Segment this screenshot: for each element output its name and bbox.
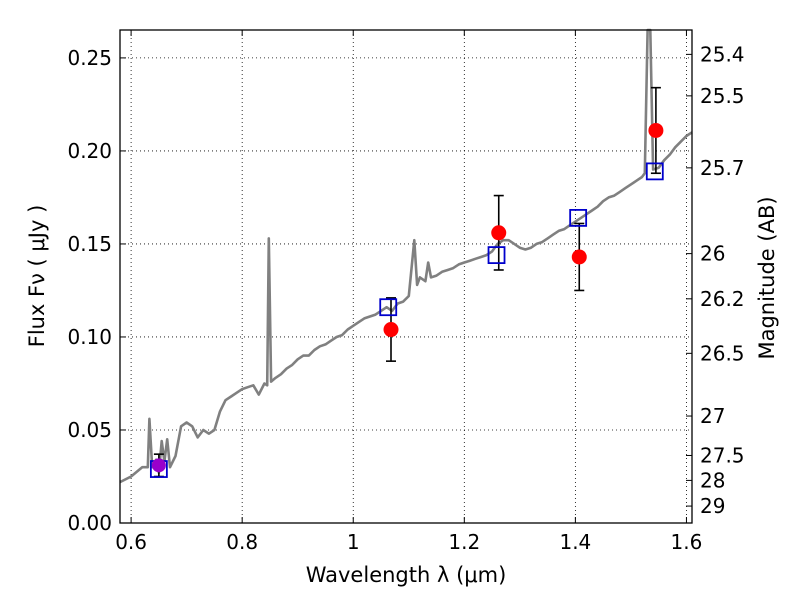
- axis-ticks: 0.6 0.8 1 1.2 1.4 1.6 0.00 0.05 0.10 0.15 0.20 0.25…: [67, 30, 745, 554]
- synthetic-square-marker: [569, 208, 588, 227]
- y-tick-label: 0.20: [67, 139, 112, 163]
- x-axis-label: Wavelength λ (μm): [306, 563, 507, 587]
- right-tick-label: 25.4: [700, 42, 745, 66]
- y-tick-label: 0.15: [67, 232, 112, 256]
- model-spectrum-line: [119, 28, 693, 484]
- observed-point-marker: [491, 225, 507, 241]
- right-tick-label: 25.7: [700, 156, 745, 180]
- y-tick-label: 0.10: [67, 325, 112, 349]
- right-tick-label: 26: [700, 242, 725, 266]
- synthetic-square-marker: [645, 162, 664, 181]
- right-tick-label: 29: [700, 494, 725, 518]
- plot-frame: [119, 29, 693, 524]
- observed-point-marker: [383, 322, 399, 338]
- x-tick-label: 1: [347, 530, 360, 554]
- optical-point-marker: [151, 458, 166, 473]
- y-tick-label: 0.00: [67, 511, 112, 535]
- right-tick-label: 26.5: [700, 341, 745, 365]
- x-tick-label: 0.8: [226, 530, 258, 554]
- observed-point-marker: [571, 249, 587, 265]
- model-spectrum-layer: [119, 28, 693, 484]
- y-tick-label: 0.25: [67, 46, 112, 70]
- right-tick-label: 27: [700, 404, 725, 428]
- y-axis-label: Flux Fν ( μJy ): [25, 205, 49, 348]
- right-tick-label: 27.5: [700, 443, 745, 467]
- observed-point-marker: [648, 122, 664, 138]
- right-tick-label: 28: [700, 468, 725, 492]
- right-tick-label: 26.2: [700, 287, 745, 311]
- right-axis-label: Magnitude (AB): [755, 196, 779, 359]
- x-tick-label: 1.2: [448, 530, 480, 554]
- x-tick-label: 1.4: [559, 530, 591, 554]
- x-tick-label: 1.6: [671, 530, 703, 554]
- x-tick-label: 0.6: [115, 530, 147, 554]
- synthetic-square-marker: [379, 298, 398, 317]
- synthetic-square-marker: [487, 246, 506, 265]
- right-tick-label: 25.5: [700, 84, 745, 108]
- plot-background: [120, 30, 692, 523]
- data-points-layer: [149, 86, 664, 478]
- y-tick-label: 0.05: [67, 418, 112, 442]
